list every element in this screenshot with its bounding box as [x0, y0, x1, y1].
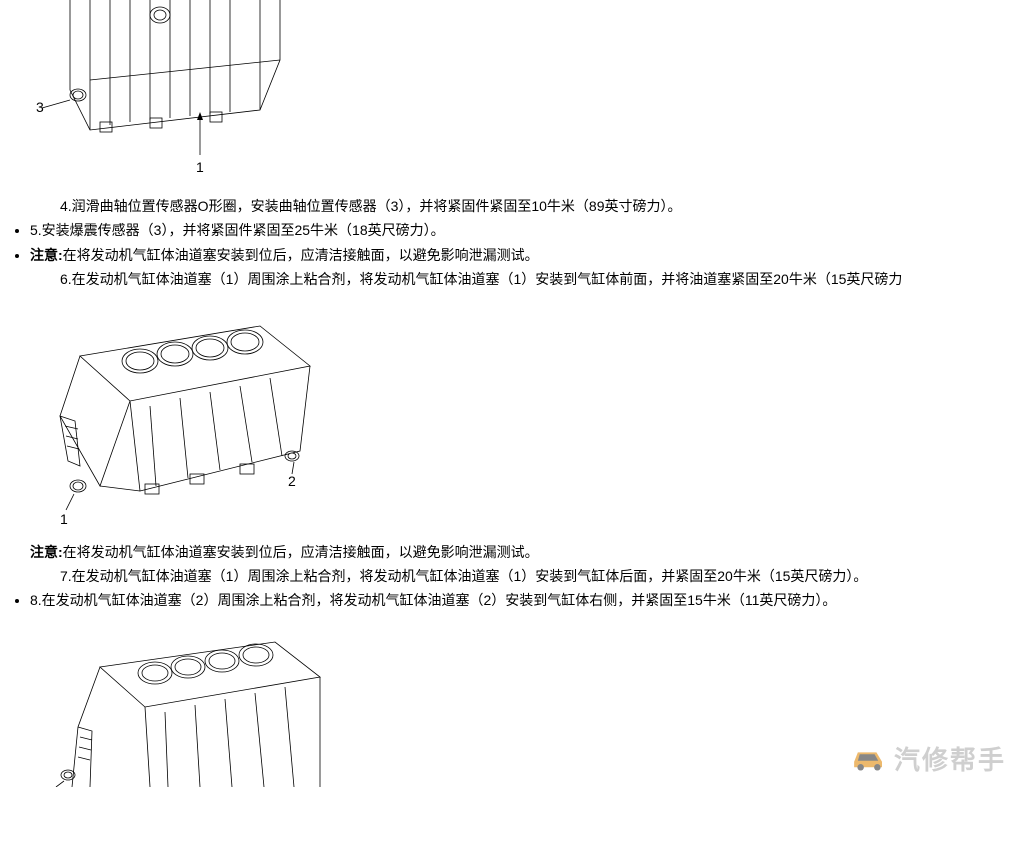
step-5: 5.安装爆震传感器（3），并将紧固件紧固至25牛米（18英尺磅力）。 [30, 219, 1026, 241]
text-block-b: 注意:在将发动机气缸体油道塞安装到位后，应清洁接触面，以避免影响泄漏测试。 7.… [0, 541, 1026, 612]
notice-1-text: 在将发动机气缸体油道塞安装到位后，应清洁接触面，以避免影响泄漏测试。 [63, 247, 539, 263]
notice-1: 注意:在将发动机气缸体油道塞安装到位后，应清洁接触面，以避免影响泄漏测试。 [30, 244, 1026, 266]
notice-1-label: 注意: [30, 247, 63, 263]
notice-2-text: 在将发动机气缸体油道塞安装到位后，应清洁接触面，以避免影响泄漏测试。 [63, 544, 539, 560]
watermark: 汽修帮手 [850, 740, 1006, 777]
step-8: 8.在发动机气缸体油道塞（2）周围涂上粘合剂，将发动机气缸体油道塞（2）安装到气… [30, 589, 1026, 611]
diagram-2: 1 2 [30, 306, 1026, 531]
step-4: 4.润滑曲轴位置传感器O形圈，安装曲轴位置传感器（3），并将紧固件紧固至10牛米… [60, 195, 1026, 217]
callout-2: 2 [288, 473, 296, 489]
notice-2: 注意:在将发动机气缸体油道塞安装到位后，应清洁接触面，以避免影响泄漏测试。 [30, 541, 1026, 563]
diagram-1: 3 1 [30, 0, 1026, 185]
step-7: 7.在发动机气缸体油道塞（1）周围涂上粘合剂，将发动机气缸体油道塞（1）安装到气… [60, 565, 1026, 587]
notice-2-label: 注意: [30, 544, 63, 560]
callout-1: 1 [196, 159, 204, 175]
step-6: 6.在发动机气缸体油道塞（1）周围涂上粘合剂，将发动机气缸体油道塞（1）安装到气… [60, 268, 1026, 290]
car-icon [850, 745, 888, 771]
text-block-a: 4.润滑曲轴位置传感器O形圈，安装曲轴位置传感器（3），并将紧固件紧固至10牛米… [0, 195, 1026, 291]
callout-3: 3 [36, 99, 44, 115]
watermark-text: 汽修帮手 [894, 740, 1006, 777]
callout-1: 1 [60, 511, 68, 527]
